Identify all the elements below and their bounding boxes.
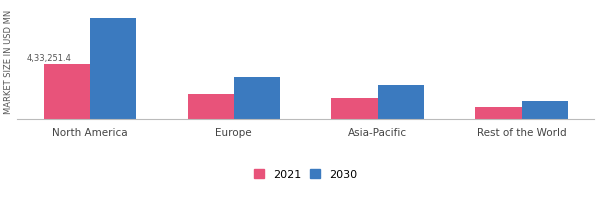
Bar: [377, 85, 423, 119]
Bar: [475, 107, 521, 119]
Text: 4,33,251.4: 4,33,251.4: [26, 54, 71, 63]
Legend: 2021, 2030: 2021, 2030: [254, 169, 357, 180]
Bar: [90, 18, 136, 119]
Y-axis label: MARKET SIZE IN USD MN: MARKET SIZE IN USD MN: [4, 9, 13, 114]
Bar: [521, 101, 568, 119]
Bar: [44, 64, 90, 119]
Bar: [331, 98, 377, 119]
Bar: [188, 94, 234, 119]
Bar: [234, 77, 280, 119]
